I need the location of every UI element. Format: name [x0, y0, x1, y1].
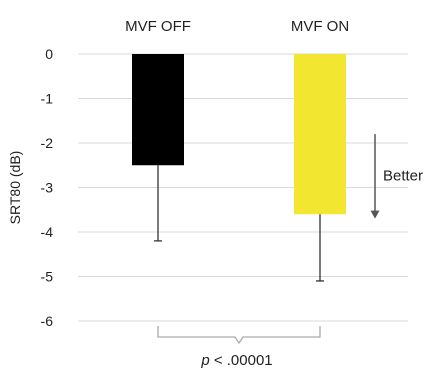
bracket-line [157, 326, 321, 345]
category-label: MVF OFF [125, 18, 191, 35]
y-tick-label: 0 [45, 46, 53, 62]
bar-mvf-off [132, 54, 184, 166]
category-labels: MVF OFF MVF ON [125, 18, 349, 35]
y-tick-label: -2 [41, 135, 54, 151]
y-axis-label: SRT80 (dB) [7, 151, 23, 225]
p-symbol: p [200, 352, 209, 369]
better-annotation: Better [370, 134, 423, 219]
bars [132, 54, 346, 215]
error-bars [154, 165, 324, 282]
category-label: MVF ON [291, 18, 349, 35]
p-threshold: < .00001 [210, 352, 273, 369]
y-axis-ticks: 0 -1 -2 -3 -4 -5 -6 [41, 46, 54, 329]
y-tick-label: -5 [41, 269, 54, 285]
arrow-down-icon [370, 210, 380, 219]
better-label: Better [383, 167, 423, 184]
significance-bracket: p < .00001 [157, 326, 321, 369]
y-tick-label: -4 [41, 224, 54, 240]
y-tick-label: -6 [41, 313, 54, 329]
bar-mvf-on [294, 54, 346, 215]
gridlines [78, 53, 408, 322]
y-tick-label: -1 [41, 91, 54, 107]
y-tick-label: -3 [41, 180, 54, 196]
p-value-label: p < .00001 [200, 352, 272, 369]
